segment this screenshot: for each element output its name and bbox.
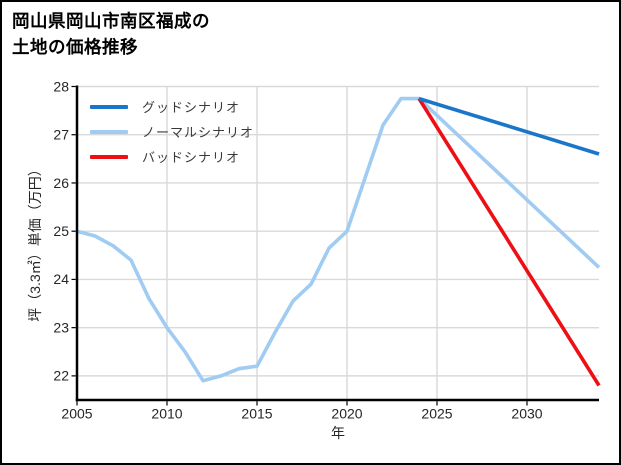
series-line-0 [418, 96, 600, 156]
y-tick-label-24: 24 [53, 271, 69, 287]
y-axis-label: 坪（3.3㎡）単価（万円） [27, 162, 43, 322]
chart-title-line1: 岡山県岡山市南区福成の [12, 11, 210, 31]
y-tick-label-22: 22 [53, 368, 69, 384]
y-tick-label-26: 26 [53, 175, 69, 191]
chart-title-line2: 土地の価格推移 [12, 37, 138, 57]
y-tick-label-27: 27 [53, 127, 69, 143]
legend-swatch-normal-scenario [90, 129, 128, 134]
legend-item-good-scenario: グッドシナリオ [90, 94, 254, 119]
legend-item-bad-scenario: バッドシナリオ [90, 144, 254, 169]
y-tick-label-25: 25 [53, 223, 69, 239]
legend-swatch-bad-scenario [90, 154, 128, 159]
x-tick-label-2030: 2030 [511, 406, 542, 422]
legend-swatch-good-scenario [90, 104, 128, 109]
x-tick-label-2010: 2010 [151, 406, 182, 422]
x-tick-label-2025: 2025 [421, 406, 452, 422]
legend-label-normal-scenario: ノーマルシナリオ [142, 125, 255, 140]
series-line-2 [417, 97, 601, 387]
chart-title: 岡山県岡山市南区福成の 土地の価格推移 [12, 8, 210, 60]
chart-legend: グッドシナリオ ノーマルシナリオ バッドシナリオ [90, 94, 254, 169]
x-tick-label-2015: 2015 [241, 406, 272, 422]
series-line-1 [76, 96, 601, 383]
x-tick-label-2005: 2005 [61, 406, 92, 422]
x-axis-label: 年 [331, 425, 345, 441]
x-tick-label-2020: 2020 [331, 406, 362, 422]
legend-label-bad-scenario: バッドシナリオ [142, 150, 241, 165]
legend-label-good-scenario: グッドシナリオ [142, 100, 241, 115]
y-tick-label-28: 28 [53, 78, 69, 94]
y-tick-label-23: 23 [53, 319, 69, 335]
legend-item-normal-scenario: ノーマルシナリオ [90, 119, 254, 144]
